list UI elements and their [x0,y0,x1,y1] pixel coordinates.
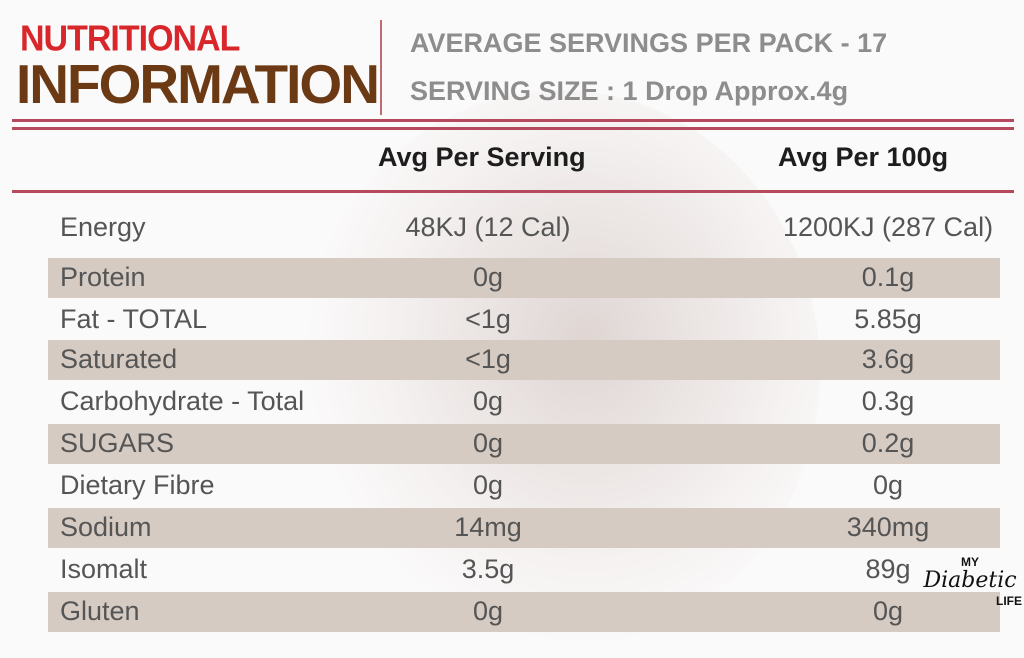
per-100g-value: 5.85g [854,304,922,334]
per-100g-value: 0.2g [861,428,915,458]
nutrient-label: Fat - TOTAL [60,304,208,334]
table-row: Gluten 0g 0g [48,592,1000,632]
per-100g-value: 1200KJ (287 Cal) [782,212,994,242]
per-serving-value: 0g [472,386,504,416]
per-100g-value: 3.6g [861,344,915,374]
nutrient-label: Saturated [60,344,178,374]
per-100g-value: 0.3g [861,386,915,416]
serving-size: SERVING SIZE : 1 Drop Approx.4g [410,76,849,106]
title-information: INFORMATION [16,53,380,115]
table-row: Fat - TOTAL <1g 5.85g [48,300,1000,340]
per-serving-value: 0g [472,428,504,458]
per-100g-value: 0g [872,596,904,626]
nutrient-label: Sodium [60,512,152,542]
title-nutritional: NUTRITIONAL [20,19,240,59]
nutrient-label: Dietary Fibre [60,470,215,500]
per-100g-value: 0.1g [861,262,915,292]
table-row: Sodium 14mg 340mg [48,508,1000,548]
table-row: Protein 0g 0.1g [48,258,1000,298]
per-serving-value: <1g [465,304,511,334]
per-serving-value: 0g [472,262,504,292]
per-serving-value: 14mg [454,512,522,542]
per-100g-value: 340mg [846,512,930,542]
logo-script: Diabetic [923,568,1017,593]
nutrient-label: Carbohydrate - Total [60,386,305,416]
per-100g-value: 89g [865,554,911,584]
column-header-per-100g: Avg Per 100g [778,142,949,172]
per-100g-value: 0g [872,470,904,500]
nutrient-label: Energy [60,212,146,242]
table-row: Energy 48KJ (12 Cal) 1200KJ (287 Cal) [48,208,1000,248]
nutrient-label: Protein [60,262,146,292]
logo-my: MY [961,555,979,569]
table-row: SUGARS 0g 0.2g [48,424,1000,464]
per-serving-value: 48KJ (12 Cal) [405,212,571,242]
table-row: Dietary Fibre 0g 0g [48,466,1000,506]
table-row: Carbohydrate - Total 0g 0.3g [48,382,1000,422]
servings-per-pack: AVERAGE SERVINGS PER PACK - 17 [410,28,888,58]
rule [12,127,1014,130]
table-row: Isomalt 3.5g 89g [48,550,1000,590]
nutrient-label: SUGARS [60,428,175,458]
header-divider [380,20,382,115]
my-diabetic-life-logo: MY Diabetic LIFE [918,556,1022,607]
logo-life: LIFE [996,594,1022,608]
rule [12,190,1014,193]
table-row: Saturated <1g 3.6g [48,340,1000,380]
per-serving-value: 0g [472,596,504,626]
per-serving-value: 3.5g [461,554,515,584]
nutrient-label: Gluten [60,596,140,626]
per-serving-value: 0g [472,470,504,500]
nutrient-label: Isomalt [60,554,148,584]
per-serving-value: <1g [465,344,511,374]
rule [12,119,1014,122]
column-header-per-serving: Avg Per Serving [378,142,586,172]
